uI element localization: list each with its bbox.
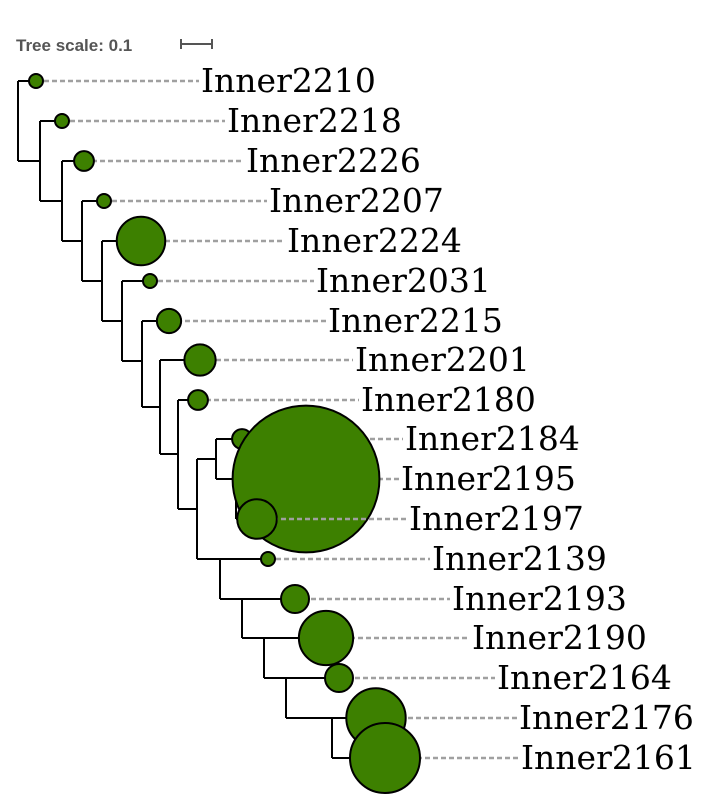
leaf-label: Inner2139: [432, 539, 607, 578]
leaf-size-circle: [155, 307, 183, 335]
leaf-label: Inner2161: [521, 738, 696, 777]
leaf-label: Inner2180: [361, 380, 536, 419]
leaf-label: Inner2164: [497, 658, 672, 697]
tree-leaves: Inner2210Inner2218Inner2226Inner2207Inne…: [28, 61, 696, 794]
leaf-label: Inner2195: [401, 459, 576, 498]
leaf-inner2031: [142, 273, 314, 289]
leaf-label: Inner2031: [316, 261, 491, 300]
leaf-inner2215: [155, 307, 326, 335]
leaf-size-circle: [324, 663, 354, 693]
leaf-size-circle: [236, 498, 278, 540]
tree-scale-label: Tree scale: 0.1: [16, 36, 132, 55]
leaf-label: Inner2193: [452, 579, 627, 618]
leaf-size-circle: [297, 609, 355, 667]
leaf-size-circle: [115, 215, 167, 267]
leaf-inner2190: [297, 609, 470, 667]
leaf-label: Inner2176: [519, 698, 694, 737]
leaf-inner2218: [54, 113, 225, 129]
leaf-inner2164: [324, 663, 495, 693]
leaf-label: Inner2197: [409, 499, 584, 538]
leaf-inner2139: [260, 551, 430, 567]
leaf-inner2193: [280, 584, 450, 614]
leaf-inner2201: [183, 343, 353, 377]
leaf-label: Inner2224: [287, 221, 462, 260]
leaf-label: Inner2190: [472, 618, 647, 657]
leaf-size-circle: [54, 113, 70, 129]
leaf-size-circle: [260, 551, 276, 567]
leaf-label: Inner2201: [355, 340, 530, 379]
leaf-inner2226: [73, 150, 244, 172]
leaf-label: Inner2226: [246, 141, 421, 180]
leaf-inner2180: [187, 389, 359, 411]
leaf-inner2224: [115, 215, 285, 267]
tree-scale: Tree scale: 0.1: [16, 36, 213, 55]
leaf-label: Inner2218: [227, 101, 402, 140]
leaf-size-circle: [96, 193, 112, 209]
leaf-label: Inner2207: [269, 181, 444, 220]
leaf-size-circle: [28, 73, 44, 89]
leaf-size-circle: [187, 389, 209, 411]
leaf-size-circle: [280, 584, 310, 614]
leaf-size-circle: [73, 150, 95, 172]
leaf-inner2197: [236, 498, 407, 540]
leaf-inner2207: [96, 193, 267, 209]
leaf-label: Inner2184: [405, 419, 580, 458]
leaf-size-circle: [142, 273, 158, 289]
leaf-inner2210: [28, 73, 199, 89]
leaf-inner2161: [349, 722, 519, 794]
leaf-size-circle: [183, 343, 217, 377]
leaf-label: Inner2210: [201, 61, 376, 100]
leaf-size-circle: [349, 722, 421, 794]
leaf-label: Inner2215: [328, 301, 503, 340]
tree-scale-bar: [180, 39, 213, 49]
